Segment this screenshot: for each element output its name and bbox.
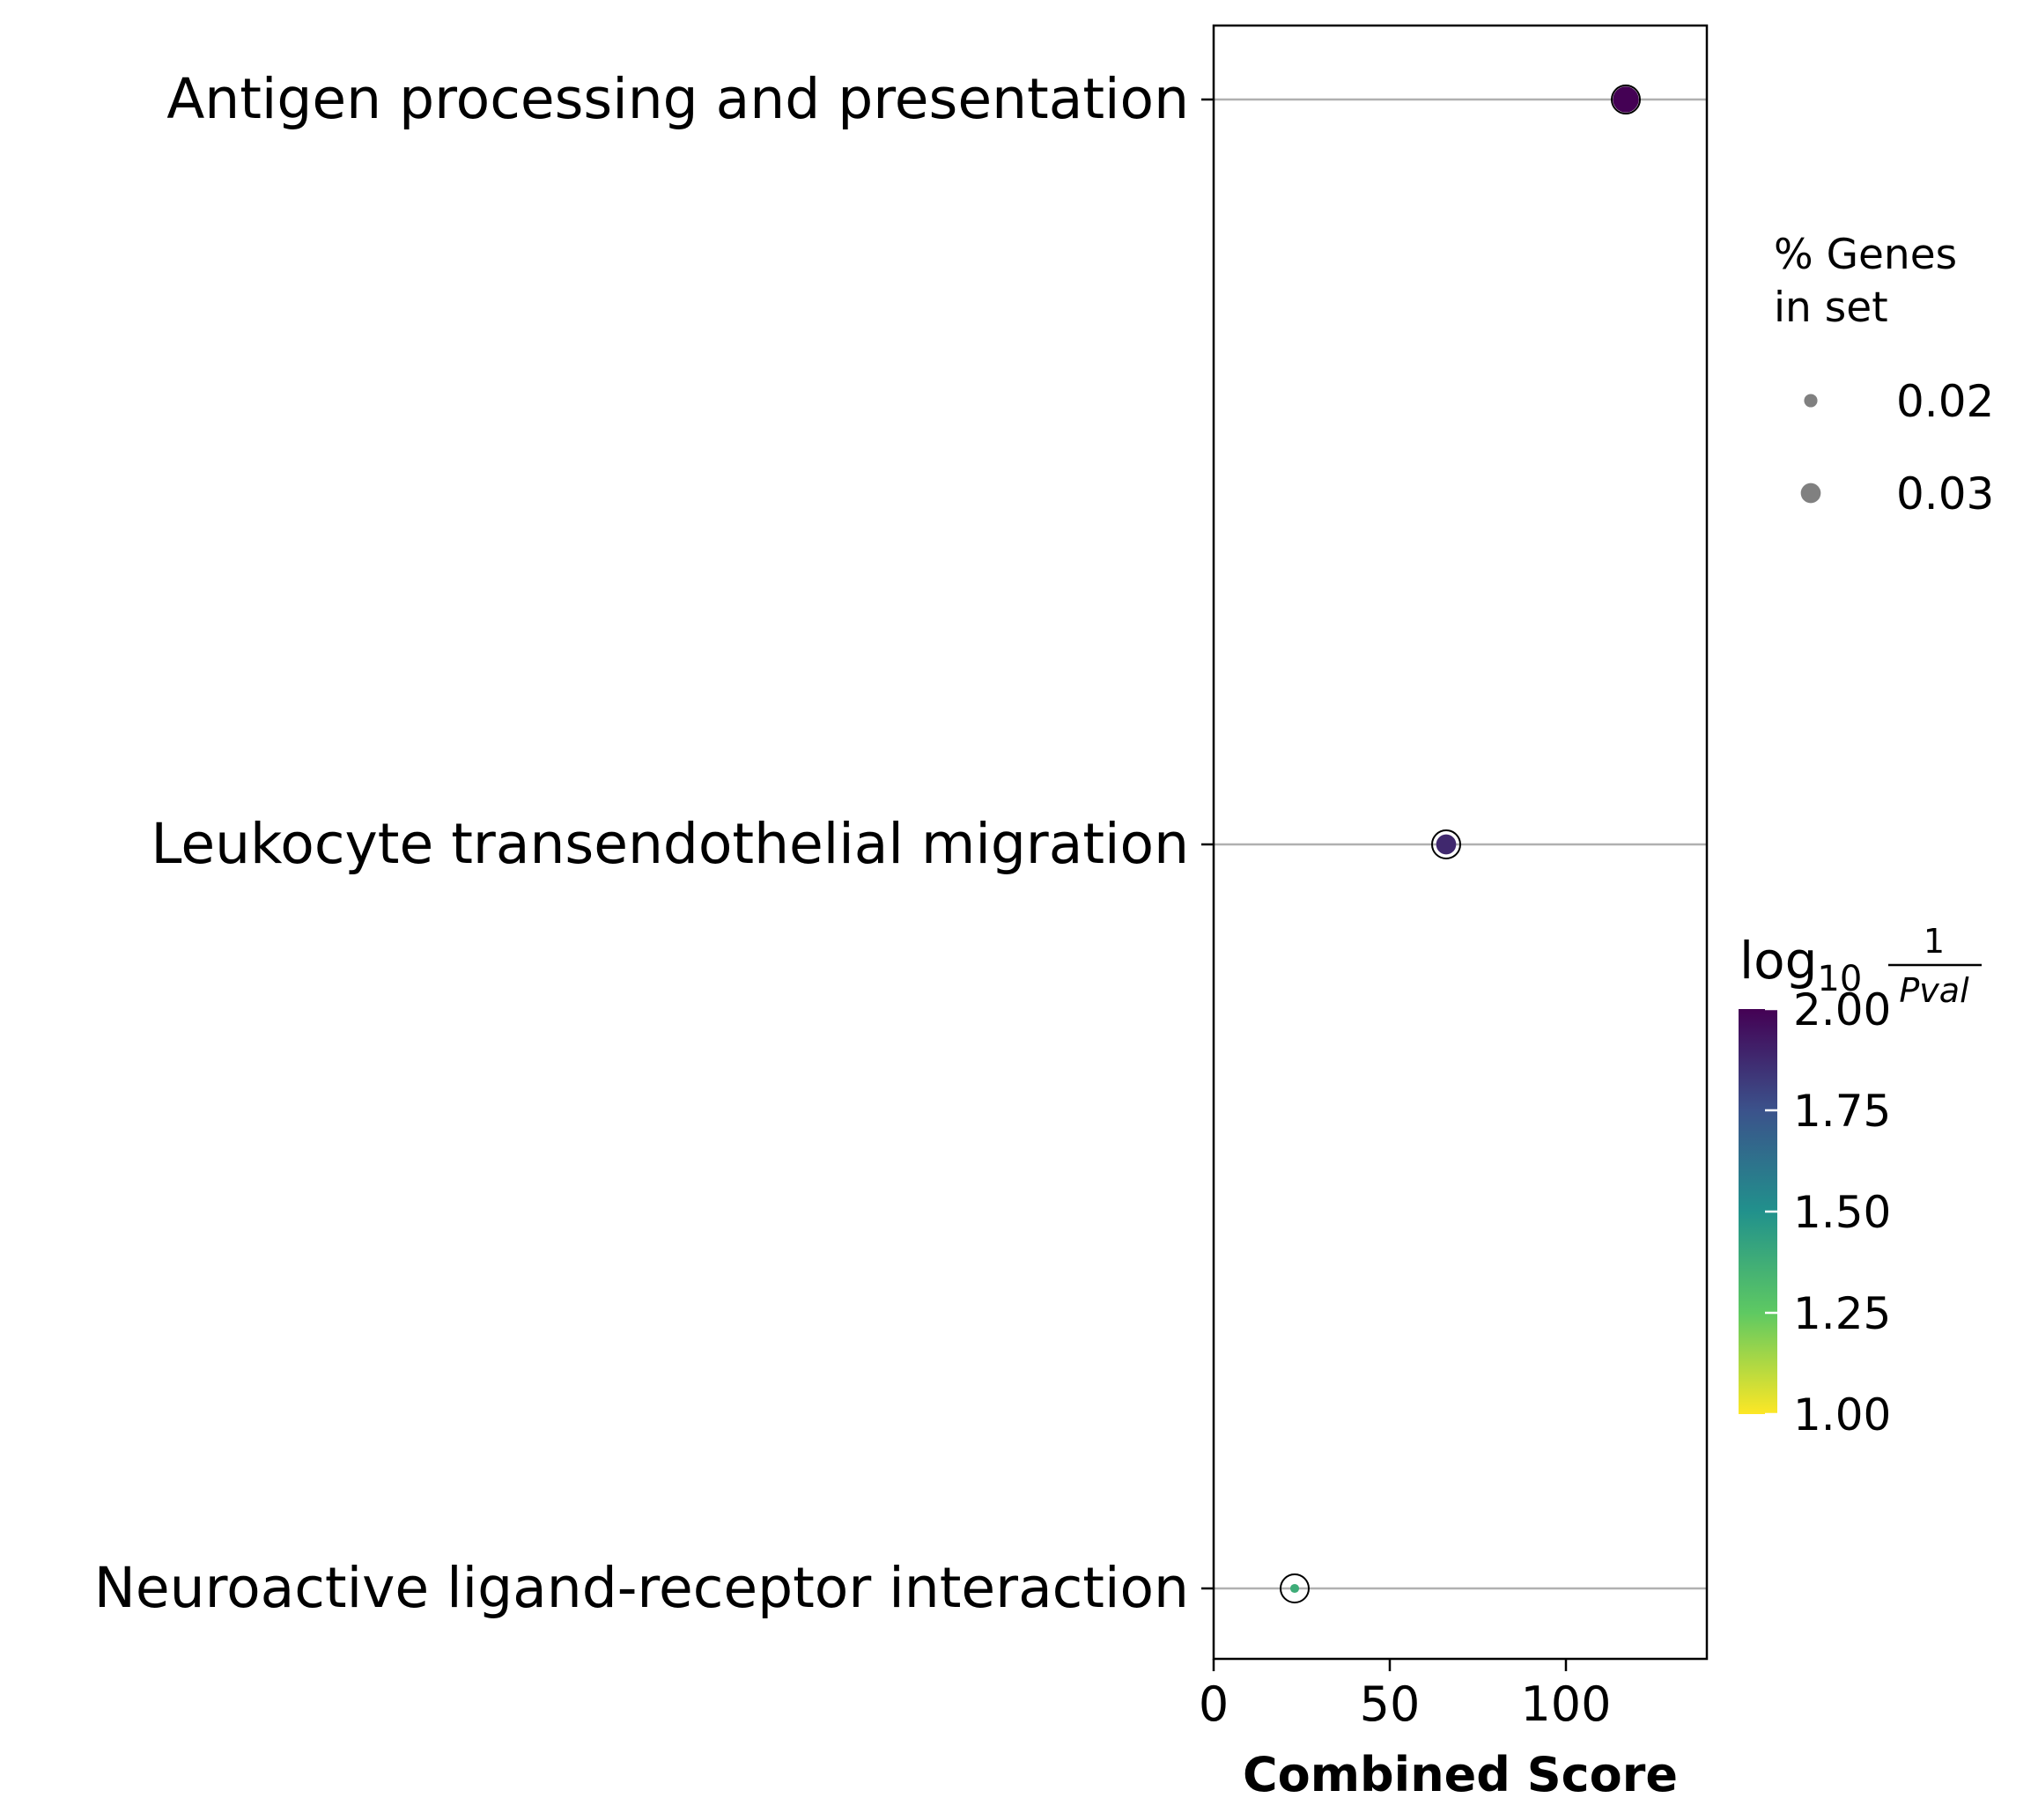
size-legend-title-line-1: % Genes — [1774, 231, 1957, 279]
y-tick-label: Leukocyte transendothelial migration — [151, 812, 1189, 876]
plot-frame — [1212, 24, 1709, 1661]
colorbar-title-numerator: 1 — [1924, 922, 1945, 961]
x-axis: 0 50 100 — [1199, 1659, 1612, 1732]
y-tick-label: Neuroactive ligand-receptor interaction — [94, 1556, 1189, 1620]
point-outline — [1611, 85, 1641, 114]
x-axis-label: Combined Score — [1243, 1747, 1678, 1802]
y-axis: Antigen processing and presentation Leuko… — [94, 67, 1214, 1620]
colorbar-tick-label: 1.50 — [1793, 1187, 1891, 1238]
size-legend-entries: 0.02 0.03 — [1800, 376, 1994, 519]
point-outline — [1431, 829, 1461, 859]
colorbar-ticks: 2.00 1.75 1.50 1.25 1.00 — [1765, 984, 1891, 1441]
data-point — [1289, 1583, 1300, 1594]
colorbar: log10 1 Pval 2.00 1.75 1.50 1.25 1.00 — [1739, 922, 1982, 1441]
size-legend-marker — [1800, 483, 1821, 504]
data-point — [1436, 834, 1457, 855]
point-outline — [1280, 1573, 1310, 1603]
size-legend-label: 0.03 — [1896, 468, 1994, 519]
data-points — [1280, 85, 1641, 1603]
colorbar-title: log10 — [1739, 931, 1862, 999]
colorbar-tick-label: 1.75 — [1793, 1086, 1891, 1137]
size-legend-label: 0.02 — [1896, 376, 1994, 427]
x-tick-label: 0 — [1199, 1676, 1229, 1732]
colorbar-tick-label: 1.00 — [1793, 1389, 1891, 1441]
colorbar-tick-label: 1.25 — [1793, 1288, 1891, 1339]
colorbar-title-denominator: Pval — [1899, 971, 1969, 1010]
x-tick-label: 100 — [1520, 1676, 1611, 1732]
size-legend-marker — [1804, 394, 1818, 408]
data-point — [1613, 86, 1639, 113]
size-legend: % Genes in set 0.02 0.03 — [1774, 231, 1994, 519]
size-legend-title-line-2: in set — [1774, 284, 1888, 332]
y-tick-label: Antigen processing and presentation — [166, 67, 1189, 131]
x-tick-label: 50 — [1360, 1676, 1421, 1732]
colorbar-tick-label: 2.00 — [1793, 984, 1891, 1035]
